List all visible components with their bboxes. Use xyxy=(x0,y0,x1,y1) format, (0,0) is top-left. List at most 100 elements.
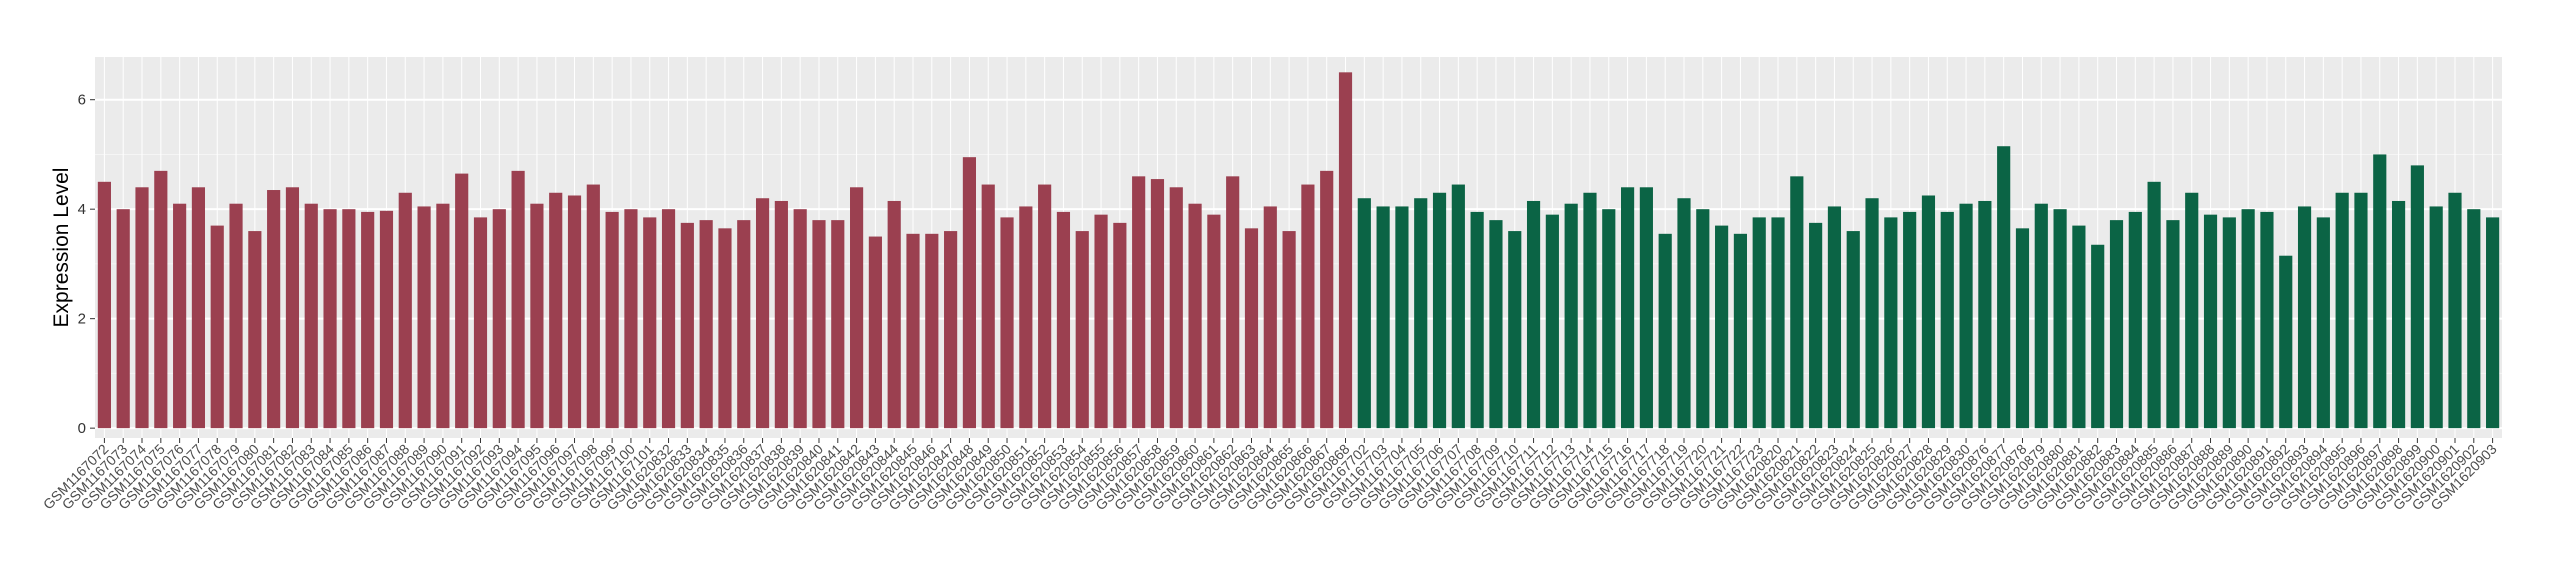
bar xyxy=(2166,220,2180,429)
bar xyxy=(2297,206,2312,429)
axes: 0246GSM1167072GSM1167073GSM1167074GSM116… xyxy=(40,92,2500,514)
bar xyxy=(1752,217,1766,429)
bar xyxy=(1489,220,1503,429)
bar xyxy=(1320,170,1334,429)
bar xyxy=(1771,217,1785,429)
bar xyxy=(643,217,657,429)
bar xyxy=(661,209,676,429)
bar xyxy=(1526,200,1541,429)
bar xyxy=(1301,184,1315,429)
bar xyxy=(473,217,488,429)
bar xyxy=(1903,211,1917,429)
bar xyxy=(1169,187,1183,429)
bar xyxy=(398,192,412,429)
bar xyxy=(511,170,525,429)
bar xyxy=(304,203,318,429)
bar xyxy=(1451,184,1465,429)
bar xyxy=(2091,244,2105,429)
bar xyxy=(191,187,206,429)
y-tick-label: 4 xyxy=(78,201,86,218)
bar xyxy=(2316,217,2330,429)
bar xyxy=(2391,200,2406,429)
bar xyxy=(1639,187,1653,429)
y-axis-title: Expression Level xyxy=(50,168,73,328)
bar xyxy=(229,203,243,429)
y-tick-label: 6 xyxy=(78,92,86,109)
bar xyxy=(1884,217,1898,429)
bar xyxy=(1733,233,1747,429)
bar xyxy=(2128,211,2142,429)
bar xyxy=(1056,211,1071,429)
bar xyxy=(492,209,506,429)
bar xyxy=(1827,206,1842,429)
bar xyxy=(2034,203,2048,429)
bar xyxy=(1019,206,1033,429)
bar xyxy=(417,206,431,429)
bar xyxy=(2241,209,2255,429)
bar xyxy=(210,225,224,429)
bar xyxy=(812,220,826,429)
bar xyxy=(887,200,901,429)
bar xyxy=(850,187,864,429)
y-tick-label: 0 xyxy=(78,420,86,437)
bar xyxy=(1395,206,1409,429)
bar xyxy=(1376,206,1390,429)
bar xyxy=(1940,211,1954,429)
bar xyxy=(774,200,788,429)
bar xyxy=(2185,192,2199,429)
bar xyxy=(267,190,281,429)
bar xyxy=(868,236,882,429)
bar xyxy=(97,181,111,429)
bar xyxy=(1959,203,1973,429)
bar xyxy=(1602,209,1616,429)
bar xyxy=(1132,176,1146,429)
bar xyxy=(361,211,375,429)
bar xyxy=(2203,214,2218,429)
bar xyxy=(962,157,976,429)
bar xyxy=(2053,209,2067,429)
bar xyxy=(135,187,149,429)
bar xyxy=(173,203,187,429)
bars xyxy=(97,72,2500,429)
bar xyxy=(1000,217,1014,429)
bar xyxy=(1357,198,1371,429)
bar xyxy=(906,233,920,429)
bar xyxy=(1432,192,1447,429)
bar xyxy=(1188,203,1202,429)
bar xyxy=(2147,181,2161,429)
bar xyxy=(2429,206,2443,429)
bar xyxy=(342,209,356,429)
bar xyxy=(1677,198,1691,429)
bar xyxy=(1545,214,1559,429)
bar xyxy=(680,222,694,429)
bar xyxy=(1263,206,1277,429)
bar xyxy=(981,184,995,429)
bar xyxy=(549,192,563,429)
bar xyxy=(1809,222,1823,429)
bar xyxy=(379,210,394,429)
bar xyxy=(2015,228,2030,429)
bar xyxy=(530,203,544,429)
bar xyxy=(1583,192,1597,429)
bar xyxy=(1658,233,1672,429)
bar xyxy=(1075,231,1089,429)
bar xyxy=(1094,214,1108,429)
bar xyxy=(567,195,582,429)
bar xyxy=(1226,176,1240,429)
bar xyxy=(455,173,469,429)
bar xyxy=(2373,154,2387,429)
bar xyxy=(624,209,638,429)
bar xyxy=(2335,192,2349,429)
bar xyxy=(1621,187,1635,429)
bar xyxy=(2109,220,2124,429)
bar xyxy=(1696,209,1710,429)
bar xyxy=(2354,192,2368,429)
bar xyxy=(1715,225,1729,429)
bar xyxy=(1564,203,1578,429)
bar xyxy=(2222,217,2236,429)
bar xyxy=(944,231,958,429)
bar xyxy=(323,209,337,429)
bar xyxy=(586,184,600,429)
bar xyxy=(1846,231,1860,429)
bar xyxy=(2260,211,2274,429)
